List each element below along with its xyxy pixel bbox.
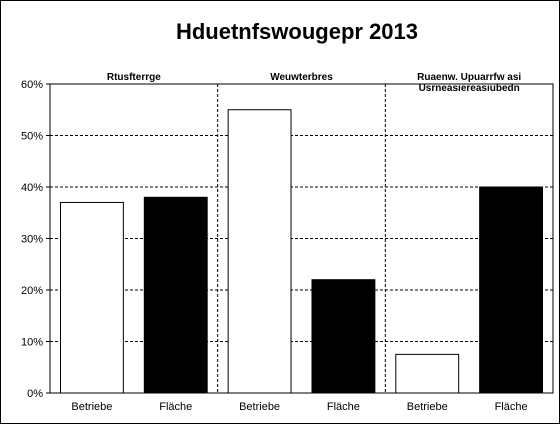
- bar: [311, 279, 376, 394]
- group-label: Usrneasiereasiubedn: [419, 83, 520, 94]
- x-tick-label: Betriebe: [239, 401, 280, 413]
- group-label: Rtusfterrge: [107, 72, 161, 83]
- labels: 0% 10% 20% 30% 40% 50% 60% Rtusfterrge Betriebe F…: [21, 72, 528, 413]
- bars: [59, 109, 544, 394]
- bar: [227, 109, 292, 394]
- y-tick-label: 10%: [21, 337, 43, 349]
- plot-area-border: [49, 83, 554, 394]
- y-tick-label: 50%: [21, 131, 43, 143]
- y-tick-label: 20%: [21, 285, 43, 297]
- axes: [46, 83, 554, 394]
- bar: [395, 353, 460, 394]
- y-tick-label: 40%: [21, 182, 43, 194]
- group-label: Weuwterbres: [270, 72, 333, 83]
- bar: [59, 201, 124, 394]
- y-tick-label: 30%: [21, 234, 43, 246]
- x-tick-label: Fläche: [327, 401, 360, 413]
- chart-title: Hduetnfswougepr 2013: [176, 19, 418, 44]
- bar: [143, 196, 208, 394]
- bar: [479, 186, 544, 394]
- y-tick-label: 0%: [27, 388, 43, 400]
- gridlines: [50, 84, 553, 393]
- x-tick-label: Betriebe: [71, 401, 112, 413]
- x-tick-label: Fläche: [495, 401, 528, 413]
- y-tick-label: 60%: [21, 79, 43, 91]
- group-label: Ruaenw. Upuarrfw asi: [417, 72, 521, 83]
- x-tick-label: Betriebe: [407, 401, 448, 413]
- x-tick-label: Fläche: [159, 401, 192, 413]
